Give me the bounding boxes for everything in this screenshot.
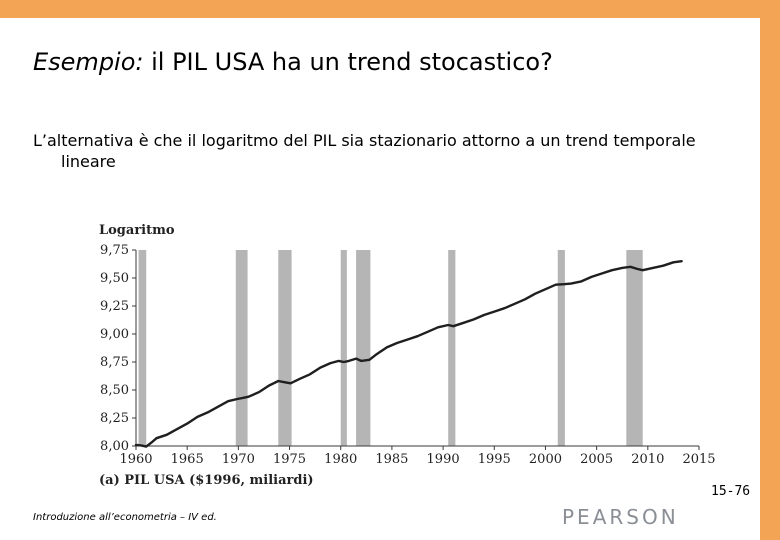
page-number: 15-76: [711, 484, 751, 499]
y-tick-label: 9,25: [100, 299, 129, 314]
x-tick-label: 1965: [171, 452, 204, 467]
recession-band: [626, 250, 643, 446]
x-tick-label: 1995: [478, 452, 511, 467]
x-tick-label: 1970: [222, 452, 255, 467]
pearson-logo: PEARSON: [562, 505, 679, 529]
slide-title-text: il PIL USA ha un trend stocastico?: [143, 48, 553, 76]
x-tick-label: 1990: [427, 452, 460, 467]
x-tick-label: 1960: [119, 452, 152, 467]
y-tick-label: 9,50: [100, 271, 129, 286]
footer-source: Introduzione all’econometria – IV ed.: [33, 512, 217, 523]
x-tick-label: 2000: [529, 452, 562, 467]
x-tick-label: 2005: [580, 452, 613, 467]
slide: Esempio: il PIL USA ha un trend stocasti…: [0, 18, 760, 540]
recession-band: [138, 250, 147, 446]
y-tick-label: 8,50: [100, 383, 129, 398]
recession-band: [235, 250, 248, 446]
y-tick-label: 8,00: [100, 439, 129, 454]
y-tick-label: 8,75: [100, 355, 129, 370]
slide-title-emphasis: Esempio:: [33, 48, 144, 76]
recession-band: [557, 250, 565, 446]
gdp-chart: 8,00 8,25 8,50 8,75 9,00 9,25 9,50 9,75 1960 1965…: [99, 223, 716, 488]
chart-title: (a) PIL USA ($1996, miliardi): [99, 473, 314, 488]
y-tick-label: 9,00: [100, 327, 129, 342]
y-tick-label: 8,25: [100, 411, 129, 426]
recession-band: [356, 250, 371, 446]
gdp-series-line: [134, 260, 683, 448]
slide-title: Esempio: il PIL USA ha un trend stocasti…: [33, 48, 553, 76]
y-tick-label: 9,75: [100, 243, 129, 258]
x-tick-label: 1975: [273, 452, 306, 467]
y-axis-label: Logaritmo: [99, 223, 175, 238]
recession-band: [340, 250, 347, 446]
recession-band: [448, 250, 456, 446]
recession-band: [278, 250, 292, 446]
x-tick-label: 2010: [631, 452, 664, 467]
x-tick-label: 1980: [324, 452, 357, 467]
x-tick-label: 2015: [682, 452, 715, 467]
slide-subtitle: L’alternativa è che il logaritmo del PIL…: [33, 131, 696, 171]
x-tick-label: 1985: [375, 452, 408, 467]
